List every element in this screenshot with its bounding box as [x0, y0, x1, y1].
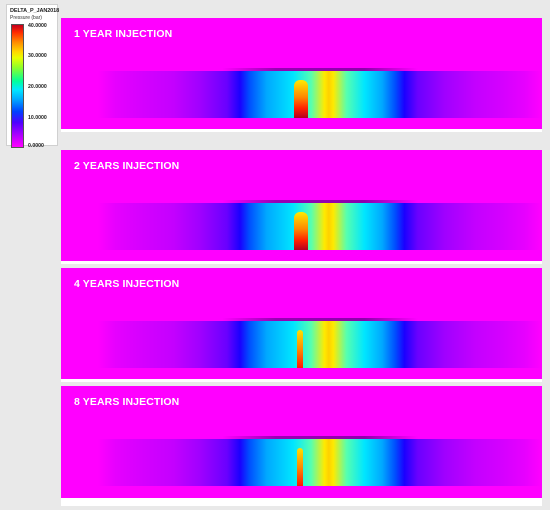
- panel-1-year: 1 YEAR INJECTION: [61, 18, 542, 132]
- plume-core: [294, 212, 308, 250]
- pressure-plume: [98, 203, 542, 250]
- plume-core: [294, 80, 308, 118]
- panel-base-strip: [61, 379, 542, 382]
- plume-core: [297, 448, 303, 486]
- bottom-strip: [61, 498, 542, 506]
- pressure-legend: DELTA_P_JAN2018 Pressure (bar) 40.0000 3…: [6, 4, 60, 149]
- panel-base-strip: [61, 261, 542, 264]
- panel-2-years: 2 YEARS INJECTION: [61, 150, 542, 264]
- legend-title: DELTA_P_JAN2018: [10, 8, 60, 14]
- panel-title: 1 YEAR INJECTION: [74, 28, 173, 40]
- panel-title: 4 YEARS INJECTION: [74, 278, 180, 290]
- panel-title: 2 YEARS INJECTION: [74, 160, 180, 172]
- panel-4-years: 4 YEARS INJECTION: [61, 268, 542, 382]
- legend-tick-40: 40.0000: [28, 23, 47, 29]
- panel-base-strip: [61, 129, 542, 132]
- legend-tick-30: 30.0000: [28, 53, 47, 59]
- panel-8-years: 8 YEARS INJECTION: [61, 386, 542, 500]
- legend-tick-10: 10.0000: [28, 115, 47, 121]
- pressure-plume: [98, 71, 542, 118]
- legend-tick-20: 20.0000: [28, 84, 47, 90]
- panel-title: 8 YEARS INJECTION: [74, 396, 180, 408]
- pressure-plume: [98, 321, 542, 368]
- plume-core: [297, 330, 303, 368]
- colorbar: [11, 24, 24, 148]
- legend-tick-0: 0.0000: [28, 143, 44, 149]
- pressure-plume: [98, 439, 542, 486]
- legend-units: Pressure (bar): [10, 15, 42, 21]
